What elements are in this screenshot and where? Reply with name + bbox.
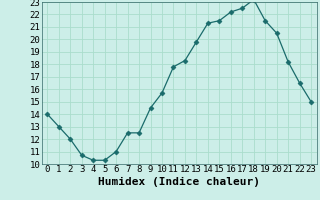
X-axis label: Humidex (Indice chaleur): Humidex (Indice chaleur) bbox=[98, 177, 260, 187]
